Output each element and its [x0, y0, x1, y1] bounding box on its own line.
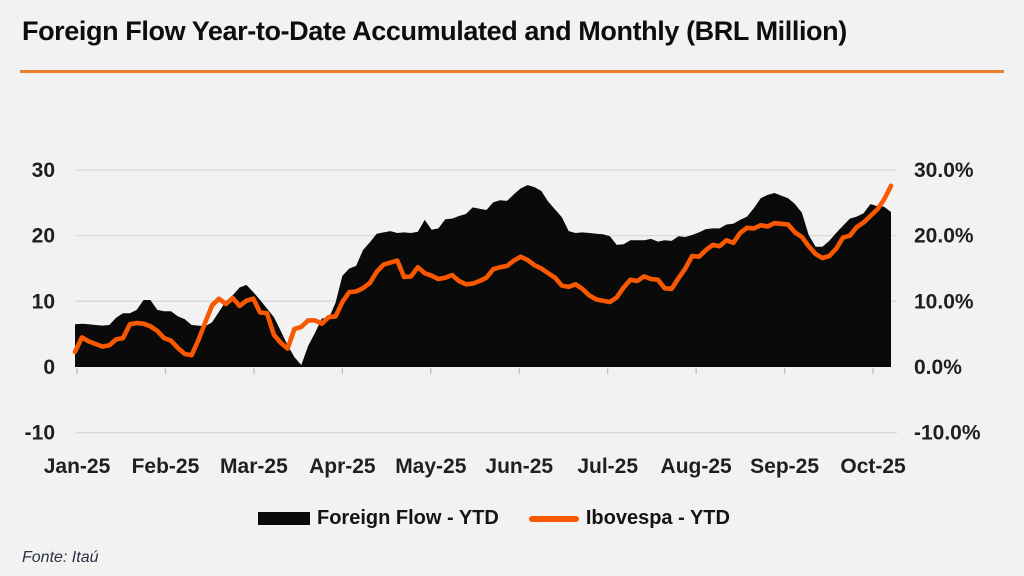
ibovespa-line-swatch — [528, 515, 579, 522]
legend-item-ibovespa: Ibovespa - YTD — [528, 507, 730, 530]
title-rule — [20, 70, 1004, 73]
legend-label-foreign-flow: Foreign Flow - YTD — [317, 507, 499, 529]
legend-item-foreign-flow: Foreign Flow - YTD — [258, 507, 499, 530]
x-axis-label: Jul-25 — [577, 455, 638, 478]
left-axis-label: -10 — [25, 422, 55, 445]
x-axis-label: Apr-25 — [309, 455, 376, 478]
source-note: Fonte: Itaú — [22, 549, 99, 566]
left-axis-label: 10 — [32, 290, 55, 313]
left-axis-label: 0 — [43, 356, 55, 379]
left-axis-label: 20 — [32, 225, 55, 248]
legend-label-ibovespa: Ibovespa - YTD — [585, 507, 730, 529]
x-axis-label: Mar-25 — [220, 455, 288, 478]
x-axis-label: Feb-25 — [132, 455, 200, 478]
right-axis-label: 10.0% — [914, 290, 974, 313]
x-axis-label: May-25 — [395, 455, 467, 478]
x-axis-label: Jun-25 — [485, 455, 553, 478]
right-axis-label: 30.0% — [914, 159, 974, 182]
x-axis-label: Oct-25 — [840, 455, 906, 478]
x-axis-label: Jan-25 — [44, 455, 111, 478]
right-axis-label: -10.0% — [914, 422, 981, 445]
page-title: Foreign Flow Year-to-Date Accumulated an… — [22, 16, 847, 46]
ibovespa-line — [72, 183, 894, 358]
x-axis-label: Aug-25 — [661, 455, 732, 478]
left-axis-label: 30 — [32, 159, 55, 182]
chart-legend: Foreign Flow - YTD Ibovespa - YTD — [258, 507, 730, 530]
foreign-flow-area — [75, 185, 891, 367]
right-axis-label: 0.0% — [914, 356, 962, 379]
right-axis-label: 20.0% — [914, 225, 974, 248]
foreign-flow-area-swatch — [258, 512, 310, 525]
x-axis-label: Sep-25 — [750, 455, 819, 478]
